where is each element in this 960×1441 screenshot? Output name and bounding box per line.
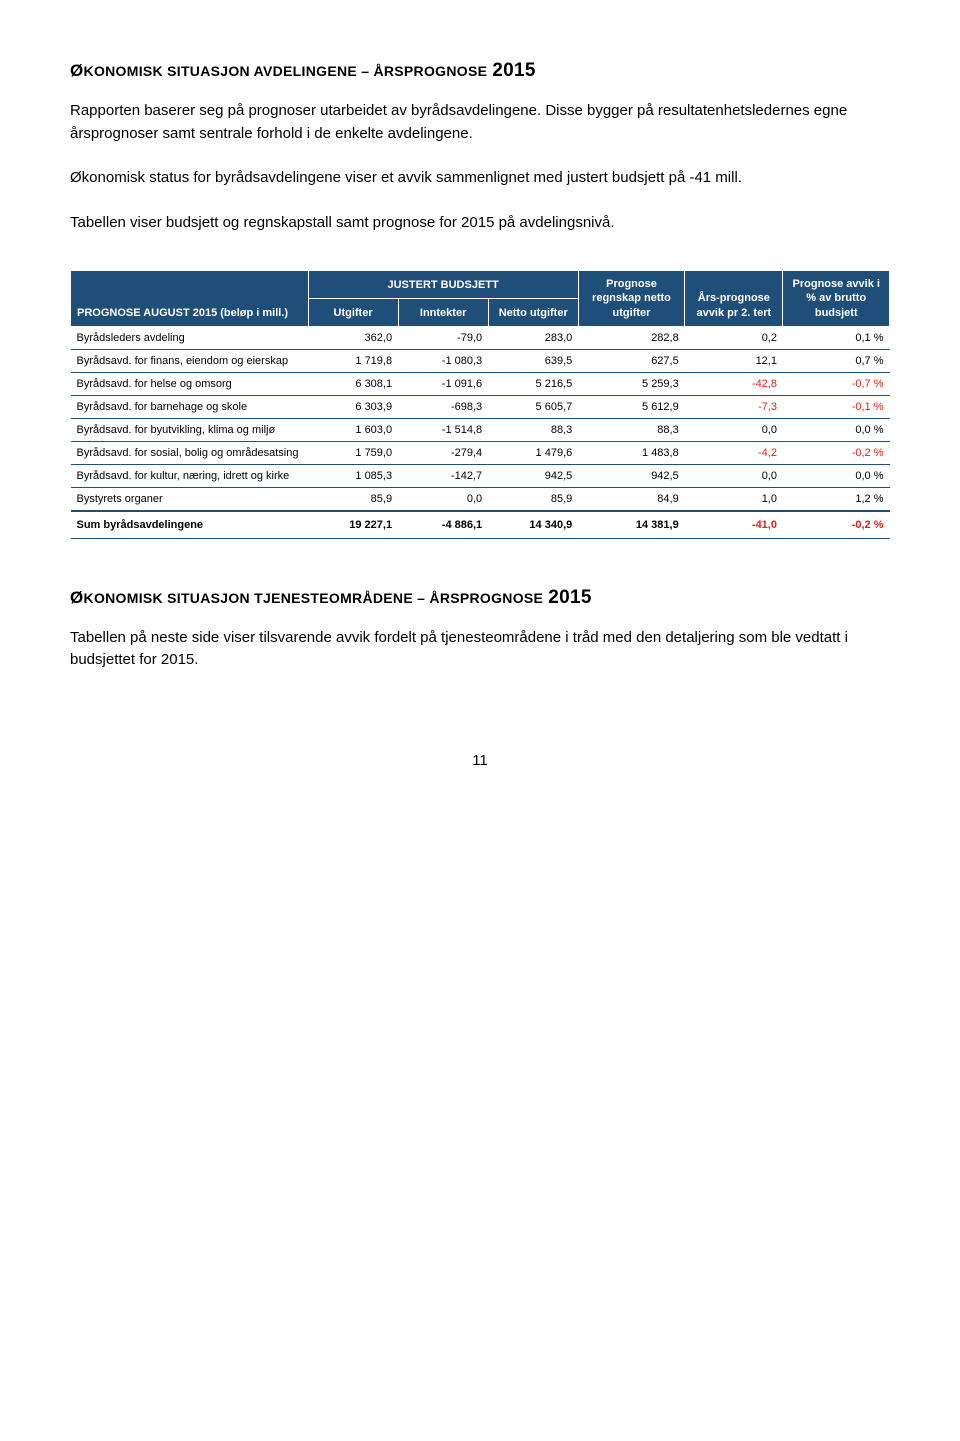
cell: -0,7 % (783, 372, 890, 395)
cell: 362,0 (308, 326, 398, 349)
cell: 88,3 (488, 418, 578, 441)
cell: 1 483,8 (578, 441, 684, 464)
row-label: Bystyrets organer (71, 487, 309, 511)
cell: 0,0 % (783, 464, 890, 487)
cell: 1,0 (685, 487, 783, 511)
th-prognose: PROGNOSE AUGUST 2015 (beløp i mill.) (71, 271, 309, 327)
table-row: Byrådsavd. for kultur, næring, idrett og… (71, 464, 890, 487)
cell: 5 605,7 (488, 395, 578, 418)
table-row: Byrådsavd. for sosial, bolig og områdesa… (71, 441, 890, 464)
sum-cell: -0,2 % (783, 511, 890, 539)
cell: -0,2 % (783, 441, 890, 464)
cell: 283,0 (488, 326, 578, 349)
cell: 5 612,9 (578, 395, 684, 418)
cell: 0,1 % (783, 326, 890, 349)
paragraph-2: Økonomisk status for byrådsavdelingene v… (70, 167, 890, 190)
row-label: Byrådsavd. for byutvikling, klima og mil… (71, 418, 309, 441)
th-justert-group: JUSTERT BUDSJETT (308, 271, 578, 299)
cell: 942,5 (488, 464, 578, 487)
th-avvik: Års-prognose avvik pr 2. tert (685, 271, 783, 327)
cell: 6 303,9 (308, 395, 398, 418)
cell: 5 259,3 (578, 372, 684, 395)
sum-label: Sum byrådsavdelingene (71, 511, 309, 539)
cell: 1,2 % (783, 487, 890, 511)
cell: -4,2 (685, 441, 783, 464)
cell: -1 091,6 (398, 372, 488, 395)
cell: -42,8 (685, 372, 783, 395)
cell: 0,2 (685, 326, 783, 349)
cell: 84,9 (578, 487, 684, 511)
cell: 12,1 (685, 349, 783, 372)
sum-cell: 19 227,1 (308, 511, 398, 539)
heading1-smallcaps: KONOMISK SITUASJON AVDELINGENE – ÅRSPROG… (84, 63, 488, 79)
cell: 1 603,0 (308, 418, 398, 441)
cell: 639,5 (488, 349, 578, 372)
heading2-smallcaps: KONOMISK SITUASJON TJENESTEOMRÅDENE – ÅR… (84, 590, 544, 606)
row-label: Byrådsavd. for kultur, næring, idrett og… (71, 464, 309, 487)
heading2-year: 2015 (548, 587, 591, 608)
cell: -0,1 % (783, 395, 890, 418)
row-label: Byrådsavd. for barnehage og skole (71, 395, 309, 418)
heading1-pre: Ø (70, 61, 84, 80)
cell: 85,9 (308, 487, 398, 511)
cell: 1 759,0 (308, 441, 398, 464)
cell: -698,3 (398, 395, 488, 418)
th-inntekter: Inntekter (398, 298, 488, 326)
prognose-table: PROGNOSE AUGUST 2015 (beløp i mill.) JUS… (70, 270, 890, 539)
table-row: Byrådsavd. for finans, eiendom og eiersk… (71, 349, 890, 372)
th-utgifter: Utgifter (308, 298, 398, 326)
paragraph-1: Rapporten baserer seg på prognoser utarb… (70, 100, 890, 145)
sum-cell: 14 340,9 (488, 511, 578, 539)
row-label: Byrådsavd. for helse og omsorg (71, 372, 309, 395)
page-number: 11 (70, 752, 890, 769)
th-regnskap: Prognose regnskap netto utgifter (578, 271, 684, 327)
th-netto: Netto utgifter (488, 298, 578, 326)
cell: 0,0 (685, 418, 783, 441)
th-pct: Prognose avvik i % av brutto budsjett (783, 271, 890, 327)
section-heading-2: ØKONOMISK SITUASJON TJENESTEOMRÅDENE – Å… (70, 587, 890, 609)
cell: 0,7 % (783, 349, 890, 372)
cell: 0,0 (398, 487, 488, 511)
row-label: Byrådsleders avdeling (71, 326, 309, 349)
table-row: Byrådsleders avdeling362,0-79,0283,0282,… (71, 326, 890, 349)
cell: -279,4 (398, 441, 488, 464)
heading1-year: 2015 (492, 60, 535, 81)
section-heading-1: ØKONOMISK SITUASJON AVDELINGENE – ÅRSPRO… (70, 60, 890, 82)
cell: 6 308,1 (308, 372, 398, 395)
cell: 1 479,6 (488, 441, 578, 464)
cell: 5 216,5 (488, 372, 578, 395)
cell: -142,7 (398, 464, 488, 487)
table-row: Byrådsavd. for barnehage og skole6 303,9… (71, 395, 890, 418)
cell: 1 085,3 (308, 464, 398, 487)
row-label: Byrådsavd. for sosial, bolig og områdesa… (71, 441, 309, 464)
row-label: Byrådsavd. for finans, eiendom og eiersk… (71, 349, 309, 372)
cell: -79,0 (398, 326, 488, 349)
cell: 0,0 % (783, 418, 890, 441)
cell: 282,8 (578, 326, 684, 349)
table-sum-row: Sum byrådsavdelingene19 227,1-4 886,114 … (71, 511, 890, 539)
paragraph-3: Tabellen viser budsjett og regnskapstall… (70, 212, 890, 235)
cell: 627,5 (578, 349, 684, 372)
sum-cell: -4 886,1 (398, 511, 488, 539)
cell: 85,9 (488, 487, 578, 511)
cell: 88,3 (578, 418, 684, 441)
cell: -1 514,8 (398, 418, 488, 441)
sum-cell: 14 381,9 (578, 511, 684, 539)
table-body: Byrådsleders avdeling362,0-79,0283,0282,… (71, 326, 890, 538)
table-row: Byrådsavd. for byutvikling, klima og mil… (71, 418, 890, 441)
cell: 0,0 (685, 464, 783, 487)
table-row: Bystyrets organer85,90,085,984,91,01,2 % (71, 487, 890, 511)
paragraph-4: Tabellen på neste side viser tilsvarende… (70, 627, 890, 672)
heading2-pre: Ø (70, 588, 84, 607)
cell: -1 080,3 (398, 349, 488, 372)
cell: -7,3 (685, 395, 783, 418)
cell: 942,5 (578, 464, 684, 487)
cell: 1 719,8 (308, 349, 398, 372)
sum-cell: -41,0 (685, 511, 783, 539)
table-row: Byrådsavd. for helse og omsorg6 308,1-1 … (71, 372, 890, 395)
